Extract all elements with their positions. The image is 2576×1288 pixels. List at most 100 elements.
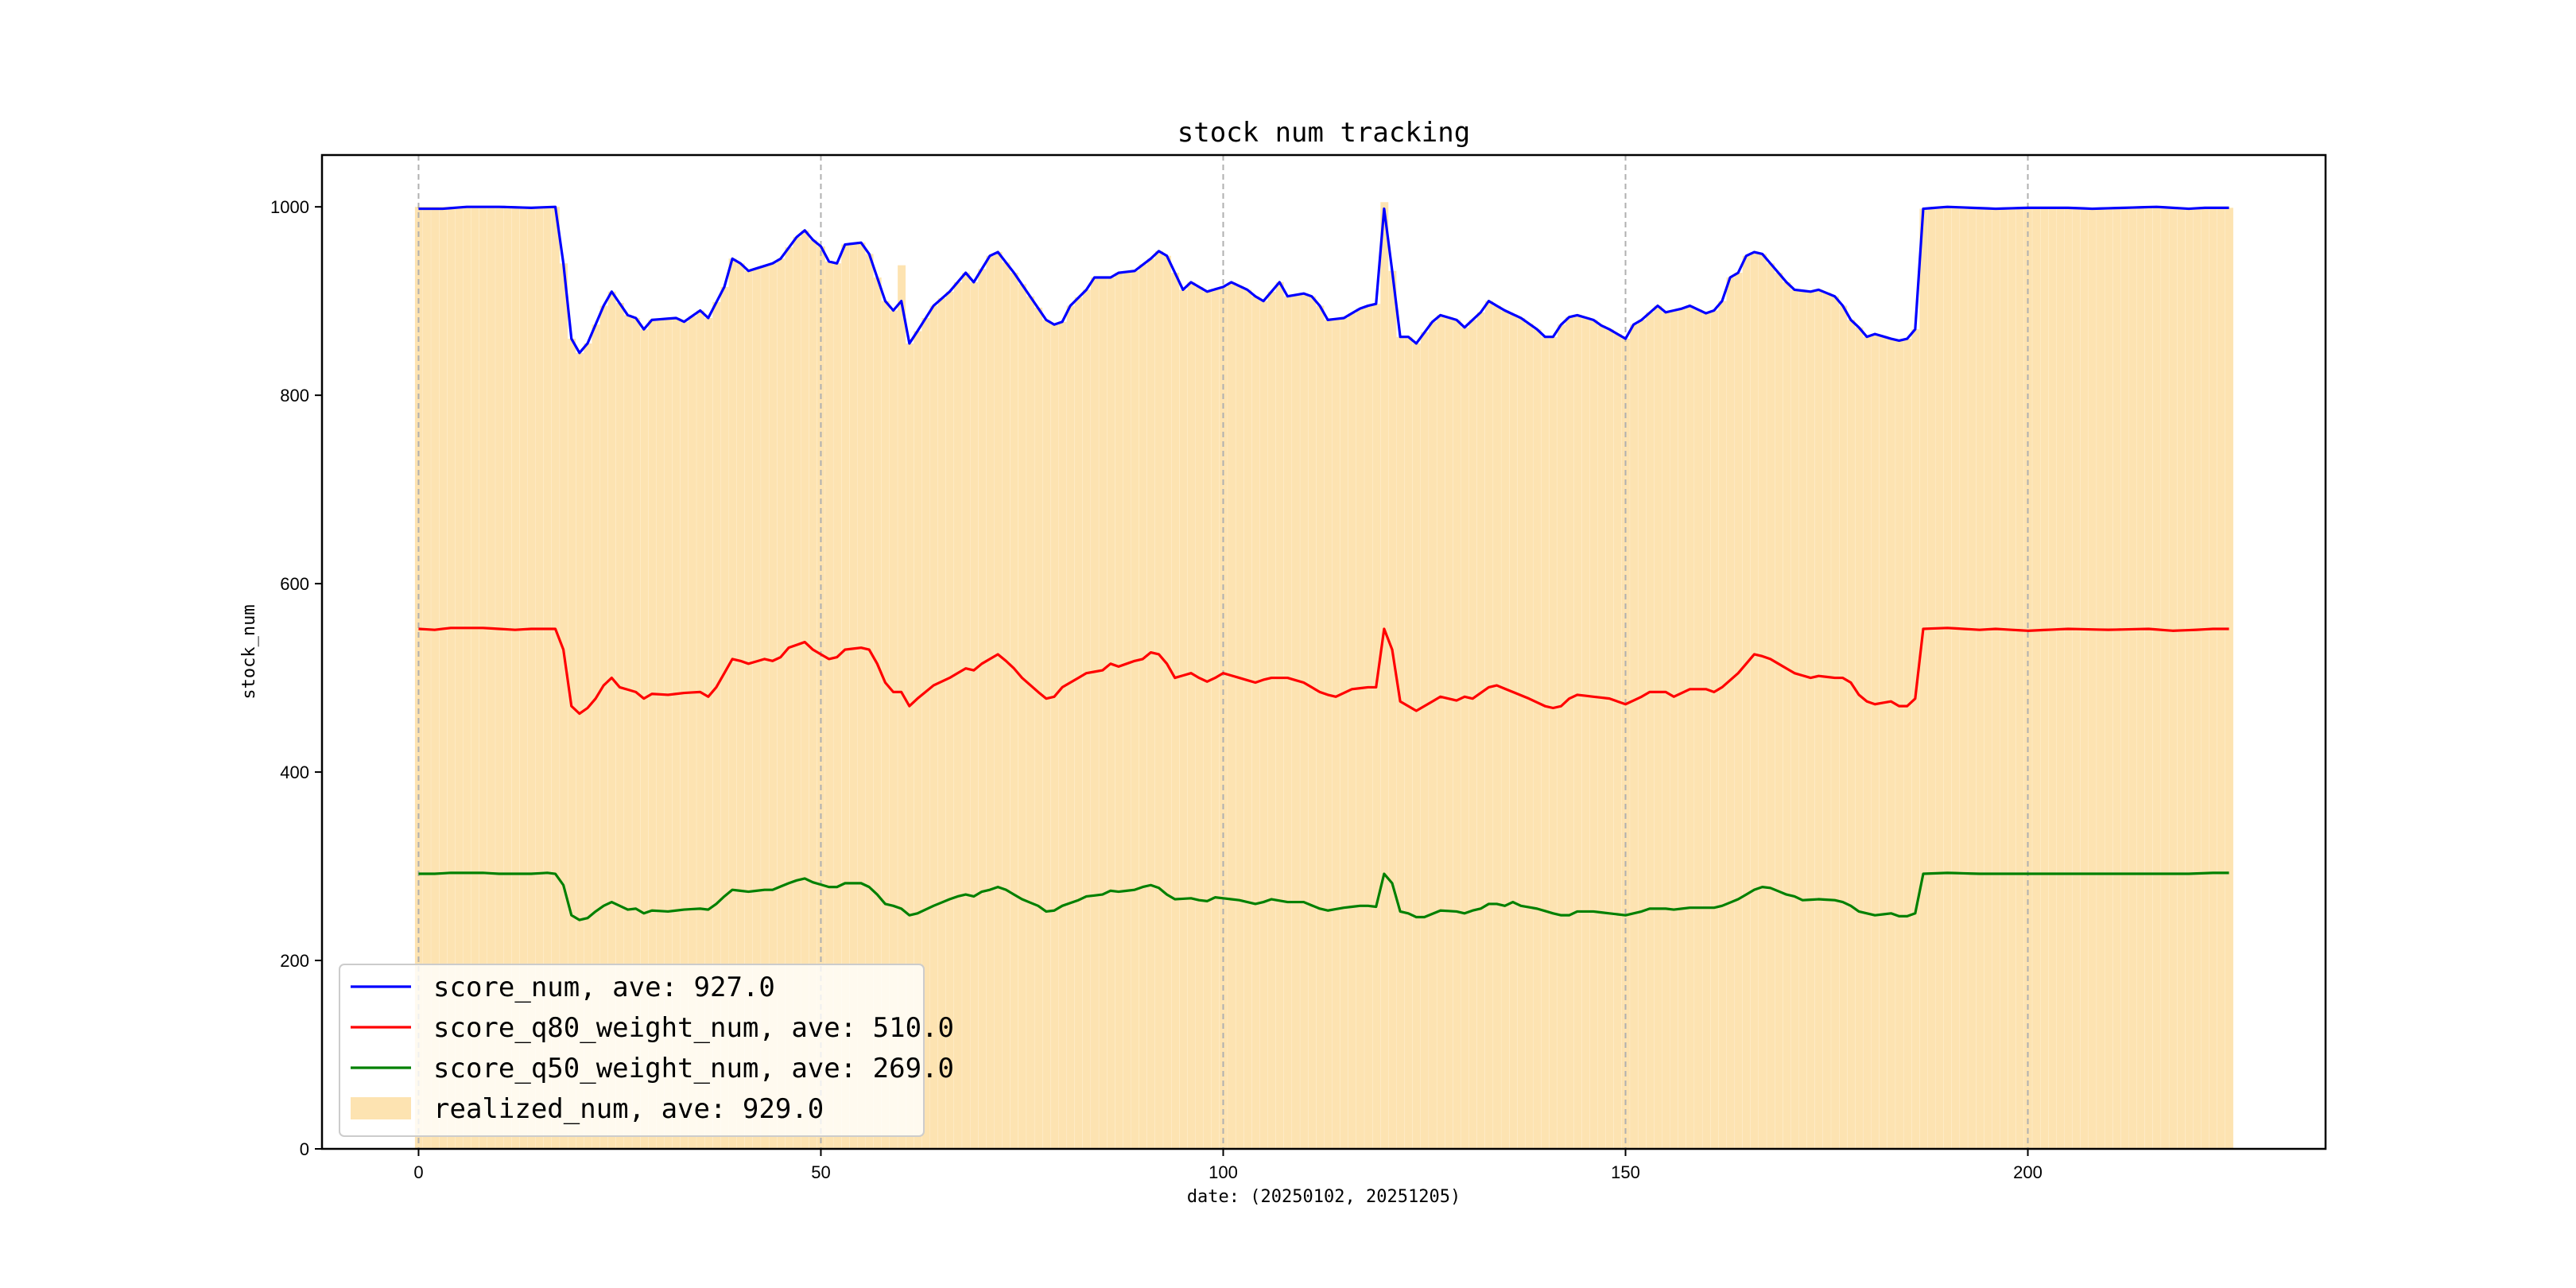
realized-bar	[1911, 329, 1920, 1149]
realized-bar	[825, 261, 833, 1149]
realized-bar	[937, 298, 946, 1149]
realized-bar	[728, 258, 737, 1149]
realized-bar	[471, 207, 479, 1149]
realized-bar	[898, 265, 906, 1149]
realized-bar	[568, 339, 576, 1149]
realized-bar	[906, 343, 914, 1149]
realized-bar	[1476, 312, 1485, 1149]
realized-bar	[1935, 208, 1944, 1149]
realized-bar	[1895, 340, 1903, 1149]
realized-bar	[503, 207, 512, 1149]
realized-bar	[1243, 289, 1252, 1149]
realized-bar	[2177, 208, 2186, 1149]
realized-bar	[1179, 289, 1188, 1149]
realized-bar	[801, 230, 809, 1149]
realized-bar	[463, 207, 471, 1149]
y-tick-label: 200	[280, 951, 309, 971]
realized-bar	[1445, 316, 1453, 1149]
realized-bar	[599, 305, 608, 1149]
realized-bar	[809, 239, 817, 1149]
realized-bar	[793, 237, 801, 1149]
realized-bar	[2097, 208, 2105, 1149]
realized-bar	[1806, 291, 1815, 1149]
realized-bar	[1058, 321, 1067, 1149]
realized-bar	[1726, 277, 1735, 1149]
realized-bar	[2128, 208, 2137, 1149]
plot-content	[414, 155, 2233, 1149]
realized-bar	[1300, 293, 1309, 1149]
realized-bar	[2008, 208, 2016, 1149]
realized-bar	[1742, 255, 1751, 1149]
realized-bar	[656, 319, 665, 1149]
realized-bar	[2080, 208, 2089, 1149]
realized-bar	[785, 247, 793, 1149]
realized-bar	[1501, 310, 1510, 1149]
realized-bar	[648, 320, 657, 1149]
realized-bar	[2161, 207, 2169, 1149]
realized-bar	[2201, 208, 2209, 1149]
realized-bar	[1558, 324, 1565, 1149]
realized-bar	[1066, 305, 1075, 1149]
realized-bar	[431, 207, 440, 1149]
realized-bar	[1493, 305, 1501, 1149]
realized-bar	[1694, 309, 1702, 1149]
realized-bar	[752, 268, 761, 1149]
realized-bar	[873, 277, 882, 1149]
realized-bar	[2152, 207, 2161, 1149]
realized-bar	[2144, 207, 2153, 1149]
realized-bar	[1750, 252, 1759, 1149]
realized-bar	[945, 291, 954, 1149]
realized-bar	[439, 207, 448, 1149]
realized-bar	[511, 207, 520, 1149]
y-tick-label: 800	[280, 386, 309, 405]
realized-bar	[414, 207, 423, 1149]
legend-label: score_q80_weight_num, ave: 510.0	[433, 1012, 954, 1044]
realized-bar	[1195, 286, 1204, 1149]
realized-bar	[1533, 329, 1542, 1149]
realized-bar	[1710, 310, 1719, 1149]
realized-bar	[817, 246, 825, 1149]
realized-bar	[1026, 296, 1034, 1149]
realized-bar	[1251, 296, 1260, 1149]
realized-bar	[1484, 301, 1493, 1149]
realized-bar	[1960, 208, 1968, 1149]
realized-bar	[487, 207, 495, 1149]
realized-bar	[1951, 207, 1960, 1149]
realized-bar	[1968, 208, 1977, 1149]
realized-bar	[761, 266, 769, 1149]
realized-bar	[777, 258, 786, 1149]
realized-bar	[881, 301, 890, 1149]
realized-bar	[1356, 308, 1364, 1149]
realized-bar	[1678, 308, 1686, 1149]
realized-bar	[2040, 208, 2049, 1149]
realized-bar	[1943, 207, 1952, 1149]
series-line-score_q80	[418, 627, 2229, 716]
realized-bar	[1976, 208, 1984, 1149]
y-tick-label: 1000	[270, 197, 309, 217]
realized-bar	[1429, 321, 1437, 1149]
realized-bar	[1412, 343, 1421, 1149]
realized-bar	[1847, 320, 1856, 1149]
legend-box	[339, 964, 925, 1137]
realized-bar	[1525, 324, 1534, 1149]
realized-bar	[2209, 208, 2217, 1149]
realized-bar	[1798, 290, 1807, 1149]
realized-bar	[720, 286, 729, 1149]
realized-bar	[688, 316, 696, 1149]
realized-bar	[615, 303, 624, 1149]
realized-bar	[1154, 250, 1163, 1149]
realized-bar	[2112, 208, 2121, 1149]
realized-bar	[841, 244, 850, 1149]
realized-bar	[1348, 313, 1356, 1149]
realized-bar	[1316, 305, 1325, 1149]
realized-bar	[2015, 208, 2024, 1149]
realized-bar	[1123, 271, 1131, 1149]
realized-bar	[1453, 320, 1461, 1149]
realized-bar	[2048, 208, 2057, 1149]
realized-bar	[1879, 336, 1887, 1149]
realized-bar	[1646, 312, 1655, 1149]
realized-bar	[1927, 208, 1936, 1149]
realized-bar	[704, 317, 713, 1149]
realized-bar	[1621, 339, 1630, 1149]
realized-bar	[2105, 208, 2113, 1149]
